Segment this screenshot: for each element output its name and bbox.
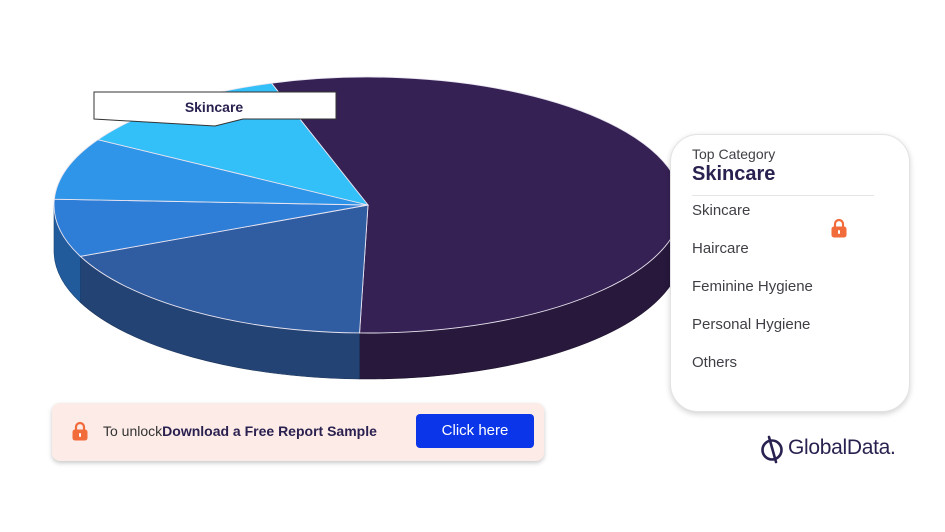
legend-item-others: Others <box>692 354 738 371</box>
category-legend-card: Top Category Skincare Skincare Haircare … <box>670 134 910 412</box>
lock-icon <box>830 218 848 243</box>
callout-box <box>93 91 337 127</box>
legend-item-skincare: Skincare <box>692 202 751 219</box>
pie-slice-haircare <box>79 204 369 334</box>
unlock-banner: To unlockDownload a Free Report Sample C… <box>52 403 544 461</box>
legend-divider <box>692 195 874 196</box>
globaldata-logo-icon <box>760 434 786 469</box>
legend-subtitle: Top Category <box>692 146 776 162</box>
legend-item-personal-hygiene: Personal Hygiene <box>692 316 811 333</box>
unlock-message: To unlockDownload a Free Report Sample <box>103 423 377 439</box>
legend-item-feminine-hygiene: Feminine Hygiene <box>692 278 813 295</box>
legend-item-haircare: Haircare <box>692 240 749 257</box>
pie-slice-feminine-hygiene <box>53 198 369 257</box>
pie-slices <box>53 76 683 334</box>
slice-callout: Skincare <box>93 91 337 127</box>
lock-icon <box>71 421 89 446</box>
legend-list: Skincare Haircare Feminine Hygiene Perso… <box>692 203 813 393</box>
unlock-offer: Download a Free Report Sample <box>162 423 377 439</box>
legend-title: Skincare <box>692 163 776 185</box>
brand-name: GlobalData. <box>788 436 896 459</box>
callout-label: Skincare <box>185 99 244 115</box>
pie-slice-personal-hygiene <box>53 139 369 206</box>
click-here-button[interactable]: Click here <box>416 414 534 448</box>
unlock-prefix: To unlock <box>103 423 163 439</box>
